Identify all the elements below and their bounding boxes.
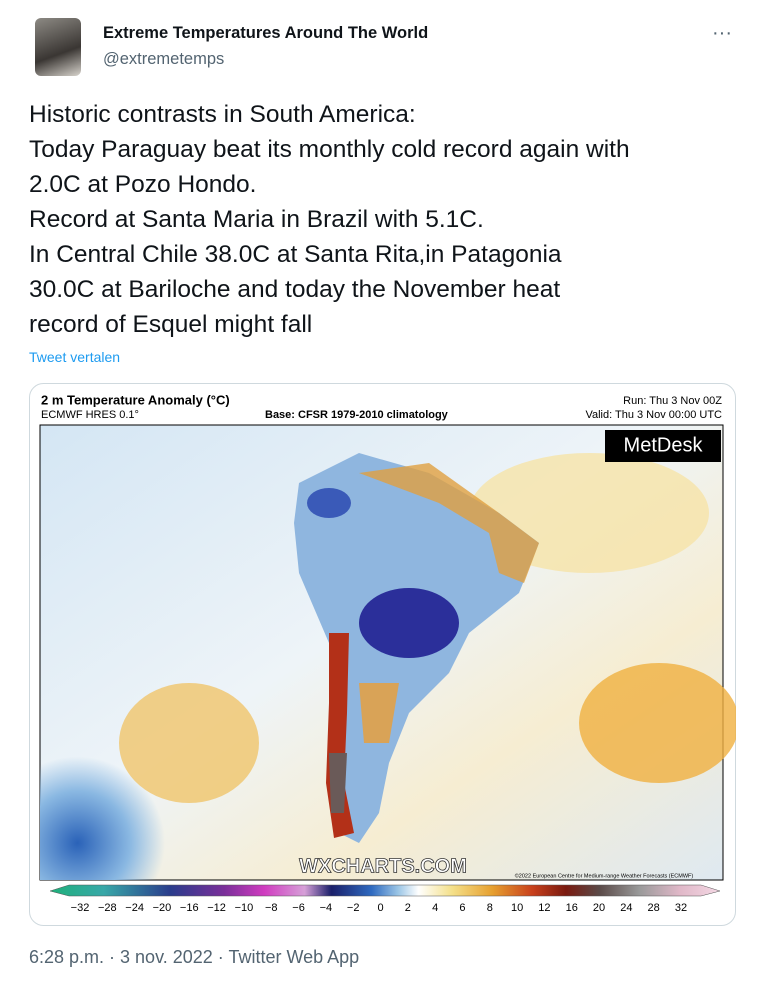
colorbar-label: −8 — [265, 902, 278, 914]
map — [39, 424, 736, 881]
tweet-line: Historic contrasts in South America: — [29, 101, 416, 128]
more-button[interactable]: ··· — [712, 22, 732, 44]
colorbar-label: −12 — [207, 902, 226, 914]
colorbar-label: −6 — [292, 902, 305, 914]
tweet-line: Record at Santa Maria in Brazil with 5.1… — [29, 206, 484, 233]
colorbar-label: 12 — [538, 902, 550, 914]
tweet-line: In Central Chile 38.0C at Santa Rita,in … — [29, 241, 562, 268]
colorbar-label: 10 — [511, 902, 523, 914]
author-handle[interactable]: @extremetemps — [103, 50, 225, 68]
colorbar-label: 16 — [566, 902, 578, 914]
colorbar-label: −16 — [180, 902, 199, 914]
colorbar-label: 20 — [593, 902, 605, 914]
colorbar-label: 28 — [648, 902, 660, 914]
colorbar-label: 2 — [405, 902, 411, 914]
colorbar-label: −4 — [320, 902, 333, 914]
watermark: WXCHARTS.COM — [299, 855, 467, 877]
colorbar-label: 24 — [620, 902, 632, 914]
colorbar-label: 6 — [459, 902, 465, 914]
map-title: 2 m Temperature Anomaly (°C) — [41, 392, 230, 407]
map-model: ECMWF HRES 0.1° — [41, 409, 139, 421]
tweet-line: record of Esquel might fall — [29, 311, 313, 338]
copyright: ©2022 European Centre for Medium-range W… — [515, 872, 694, 879]
avatar[interactable] — [35, 18, 81, 76]
colorbar-label: 4 — [432, 902, 438, 914]
author-name[interactable]: Extreme Temperatures Around The World — [103, 24, 429, 42]
map-run: Run: Thu 3 Nov 00Z — [623, 395, 722, 407]
colorbar-label: −10 — [235, 902, 254, 914]
colorbar-label: −28 — [98, 902, 117, 914]
map-base: Base: CFSR 1979-2010 climatology — [265, 409, 449, 421]
tweet-line: 2.0C at Pozo Hondo. — [29, 171, 257, 198]
colorbar — [49, 884, 721, 897]
media-card[interactable]: 2 m Temperature Anomaly (°C) ECMWF HRES … — [29, 383, 736, 926]
colorbar-label: −2 — [347, 902, 360, 914]
logo: MetDesk — [624, 434, 704, 456]
tweet-line: 30.0C at Bariloche and today the Novembe… — [29, 276, 561, 303]
tweet-footer: 6:28 p.m. · 3 nov. 2022 · Twitter Web Ap… — [29, 947, 360, 967]
colorbar-label: −24 — [125, 902, 144, 914]
map-valid: Valid: Thu 3 Nov 00:00 UTC — [585, 409, 722, 421]
logo-box — [605, 430, 721, 462]
colorbar-label: −32 — [71, 902, 90, 914]
colorbar-label: 8 — [487, 902, 493, 914]
colorbar-label: 32 — [675, 902, 687, 914]
translate-link[interactable]: Tweet vertalen — [29, 349, 121, 365]
colorbar-label: 0 — [377, 902, 383, 914]
colorbar-label: −20 — [153, 902, 172, 914]
tweet-line: Today Paraguay beat its monthly cold rec… — [29, 136, 630, 163]
